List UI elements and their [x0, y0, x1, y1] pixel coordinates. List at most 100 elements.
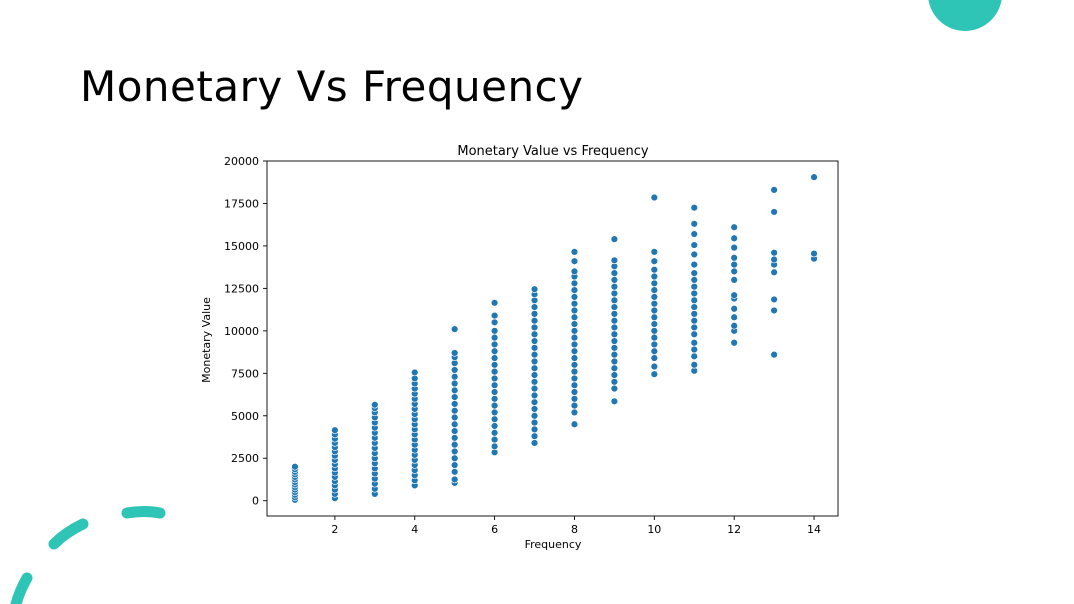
data-point — [650, 320, 659, 328]
data-point — [610, 235, 619, 243]
data-point — [530, 425, 539, 434]
data-point — [530, 344, 539, 352]
data-point — [490, 381, 499, 389]
data-point — [291, 463, 299, 471]
data-point — [530, 432, 539, 440]
data-point — [650, 299, 659, 308]
data-point — [570, 340, 579, 349]
data-point — [690, 204, 698, 212]
data-point — [530, 316, 539, 325]
data-point — [610, 289, 619, 298]
data-point — [650, 354, 659, 362]
y-axis: 0 2500 5000 7500 10000 12500 15000 17500 20000 — [224, 155, 267, 508]
accent-dash-arc — [48, 518, 89, 550]
data-point — [730, 276, 738, 284]
data-point — [570, 354, 579, 362]
data-point — [730, 254, 738, 262]
accent-circle — [928, 0, 1002, 31]
data-point — [570, 257, 579, 265]
data-point — [650, 286, 659, 294]
data-point — [530, 405, 539, 413]
data-point — [490, 333, 499, 342]
data-point — [490, 327, 499, 335]
data-point — [730, 223, 738, 231]
data-point — [450, 393, 459, 401]
data-point — [570, 395, 579, 403]
chart-title: Monetary Value vs Frequency — [457, 144, 649, 159]
data-point — [490, 340, 499, 349]
data-point — [770, 295, 778, 304]
data-point — [610, 323, 619, 332]
data-point — [650, 306, 659, 315]
x-tick-label: 6 — [491, 523, 498, 536]
data-point — [530, 285, 539, 293]
data-point — [690, 352, 698, 361]
data-point — [730, 234, 738, 242]
data-point — [530, 330, 539, 338]
plot-frame — [266, 160, 839, 517]
data-point — [690, 296, 698, 304]
data-point — [371, 401, 379, 409]
data-point — [450, 461, 459, 469]
x-tick-label: 4 — [411, 523, 418, 536]
data-point — [730, 267, 738, 276]
x-axis: 2 4 6 8 10 12 14 — [331, 516, 821, 536]
data-point — [530, 323, 539, 332]
data-point — [650, 362, 659, 371]
data-point — [530, 357, 539, 366]
data-point — [730, 322, 738, 330]
data-point — [530, 439, 539, 447]
data-point — [490, 408, 499, 417]
data-point — [810, 249, 818, 258]
data-point — [570, 299, 579, 308]
data-point — [610, 357, 619, 366]
data-point — [490, 311, 499, 320]
data-point — [690, 230, 698, 238]
data-point — [570, 320, 579, 328]
data-point — [450, 406, 459, 415]
data-point — [570, 381, 579, 389]
data-point — [610, 371, 619, 379]
data-point — [770, 350, 778, 359]
data-point — [530, 337, 539, 345]
data-point — [770, 208, 778, 216]
data-point — [690, 289, 698, 298]
data-point — [690, 310, 698, 318]
data-point — [490, 347, 499, 355]
data-point — [450, 379, 459, 388]
data-point — [490, 415, 499, 423]
data-point — [570, 313, 579, 321]
data-point — [530, 303, 539, 311]
data-point — [450, 447, 459, 456]
data-point — [450, 454, 459, 462]
y-tick-label: 0 — [252, 495, 259, 508]
y-tick-label: 2500 — [231, 452, 259, 465]
data-point — [650, 313, 659, 321]
data-point — [450, 420, 459, 428]
y-tick-label: 10000 — [224, 325, 259, 338]
accent-dash-arc — [121, 506, 166, 519]
y-tick-label: 5000 — [231, 410, 259, 423]
data-point — [490, 367, 499, 376]
data-point — [530, 371, 539, 379]
data-point — [730, 313, 738, 321]
y-tick-label: 17500 — [224, 197, 259, 210]
data-point — [610, 378, 619, 386]
data-point — [530, 350, 539, 359]
data-point — [690, 361, 698, 369]
data-point — [570, 374, 579, 383]
data-point — [690, 282, 698, 291]
data-point — [490, 374, 499, 383]
data-point — [690, 220, 698, 228]
data-point — [690, 345, 698, 354]
data-point — [650, 370, 659, 378]
data-point — [650, 333, 659, 342]
data-point — [610, 256, 619, 265]
y-tick-label: 15000 — [224, 240, 259, 253]
data-point — [690, 250, 698, 259]
data-point — [530, 378, 539, 386]
data-point — [450, 413, 459, 422]
data-point — [650, 266, 659, 274]
data-point — [610, 282, 619, 291]
